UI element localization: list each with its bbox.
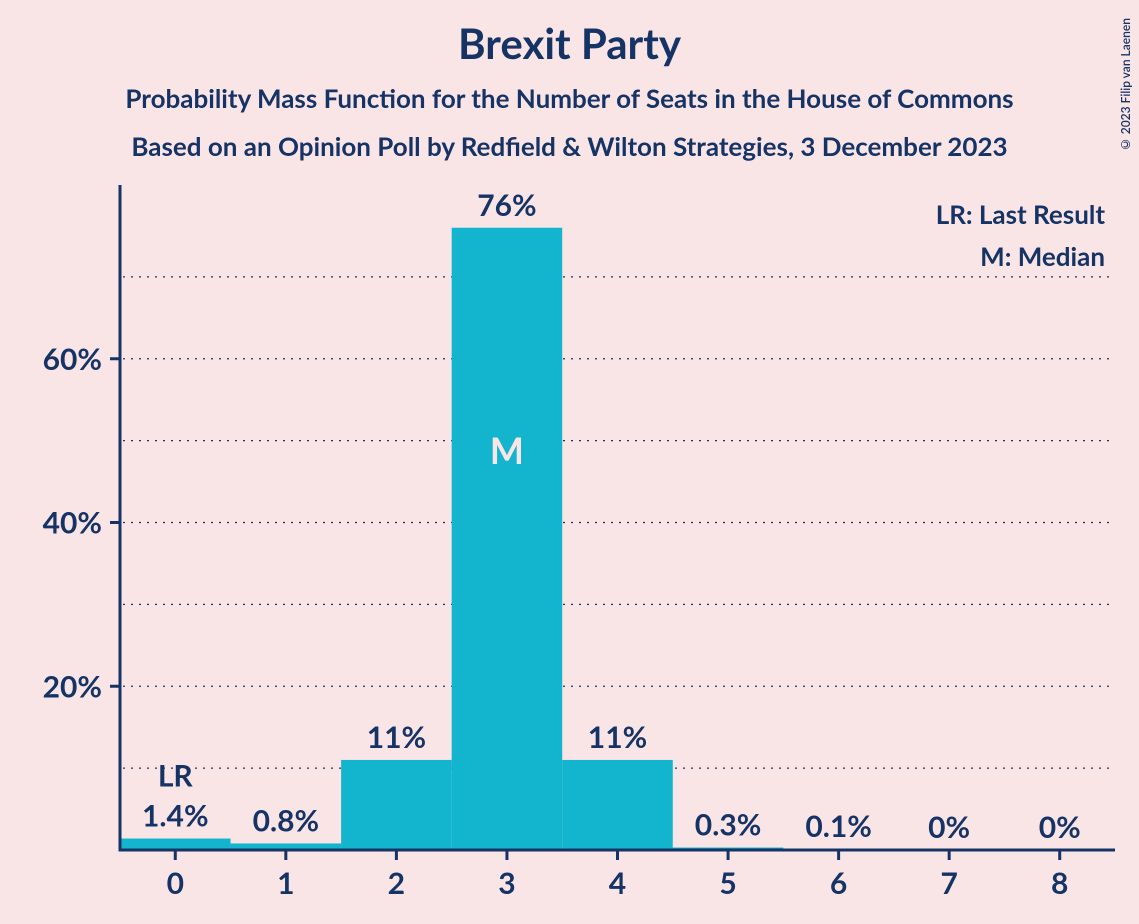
bar-value-label: 0% xyxy=(928,809,970,845)
bar-value-label: 0% xyxy=(1039,809,1081,845)
y-axis-label: 60% xyxy=(43,341,102,377)
bar-value-label: 1.4% xyxy=(142,798,209,834)
x-axis-label: 1 xyxy=(277,865,294,901)
bar-value-label: 76% xyxy=(477,187,536,223)
bar-value-label: 0.1% xyxy=(805,808,872,844)
x-axis-label: 7 xyxy=(940,865,957,901)
bar xyxy=(562,760,673,850)
y-axis-label: 40% xyxy=(43,505,102,541)
bar-value-label: 11% xyxy=(588,719,647,755)
bar xyxy=(120,839,231,850)
bar xyxy=(341,760,452,850)
x-axis-label: 6 xyxy=(830,865,847,901)
x-axis-label: 0 xyxy=(167,865,184,901)
median-marker: M xyxy=(490,428,524,472)
pmf-bar-chart: 20% 40% 60% 0 1 2 3 4 5 6 7 8 1.4% 0.8% 11% 76% 11% 0.3… xyxy=(0,0,1139,924)
y-axis-label: 20% xyxy=(43,668,102,704)
x-axis-label: 4 xyxy=(609,865,626,901)
x-axis-label: 5 xyxy=(719,865,736,901)
bar-value-label: 11% xyxy=(367,719,426,755)
lr-marker: LR xyxy=(158,758,194,794)
bar xyxy=(452,228,563,850)
x-axis-label: 2 xyxy=(388,865,405,901)
bar-value-label: 0.3% xyxy=(695,807,762,843)
x-axis-label: 3 xyxy=(498,865,515,901)
bar-value-label: 0.8% xyxy=(253,802,320,838)
x-axis-label: 8 xyxy=(1051,865,1068,901)
